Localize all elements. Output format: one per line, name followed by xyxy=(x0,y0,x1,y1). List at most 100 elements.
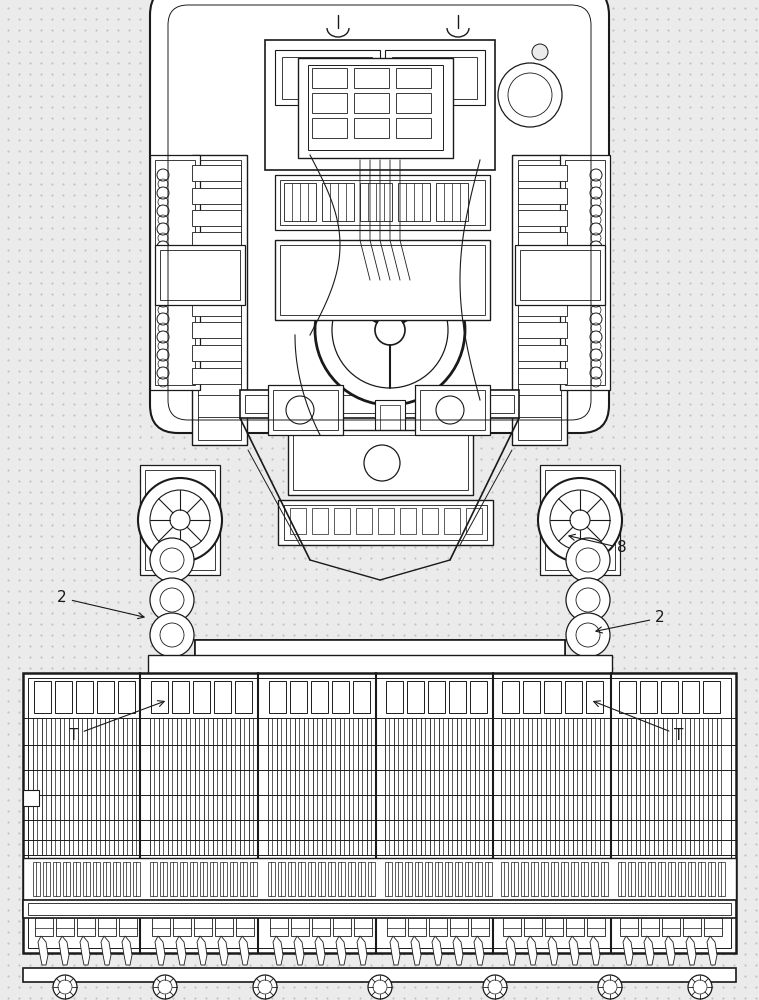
Bar xyxy=(450,918,468,936)
Circle shape xyxy=(157,277,169,289)
Bar xyxy=(518,232,567,248)
Bar xyxy=(192,155,247,445)
Bar xyxy=(515,245,605,305)
Bar xyxy=(23,673,736,953)
Bar xyxy=(571,862,578,896)
Circle shape xyxy=(170,510,190,530)
Circle shape xyxy=(138,478,222,562)
Bar xyxy=(53,862,60,896)
Circle shape xyxy=(150,538,194,582)
Bar xyxy=(561,862,568,896)
Bar xyxy=(353,681,370,713)
Polygon shape xyxy=(686,936,696,965)
Circle shape xyxy=(550,490,610,550)
Circle shape xyxy=(253,975,277,999)
Circle shape xyxy=(590,367,602,379)
Polygon shape xyxy=(548,936,558,965)
Polygon shape xyxy=(411,936,421,965)
Bar xyxy=(518,278,567,294)
Bar xyxy=(620,918,638,936)
Bar xyxy=(386,681,403,713)
Bar xyxy=(518,368,567,384)
Polygon shape xyxy=(623,936,633,965)
Bar xyxy=(688,862,695,896)
Bar xyxy=(155,245,245,305)
Circle shape xyxy=(150,490,210,550)
Bar xyxy=(28,903,731,915)
Polygon shape xyxy=(155,936,165,965)
FancyBboxPatch shape xyxy=(150,0,609,433)
Bar xyxy=(565,160,605,385)
Bar xyxy=(425,862,432,896)
Bar xyxy=(190,862,197,896)
Bar xyxy=(192,278,241,294)
Bar xyxy=(123,862,130,896)
Bar xyxy=(718,862,725,896)
Circle shape xyxy=(590,223,602,235)
Bar xyxy=(268,385,343,435)
Bar xyxy=(236,918,254,936)
Bar xyxy=(354,68,389,88)
Bar xyxy=(395,862,402,896)
Circle shape xyxy=(590,205,602,217)
Bar xyxy=(407,681,424,713)
Bar xyxy=(470,681,487,713)
Bar xyxy=(195,640,565,670)
Bar xyxy=(291,918,309,936)
Bar xyxy=(518,345,567,361)
Bar xyxy=(245,395,514,413)
Bar xyxy=(586,681,603,713)
Bar xyxy=(215,918,233,936)
Bar xyxy=(518,322,567,338)
Bar xyxy=(155,160,195,385)
Bar xyxy=(422,508,438,534)
Bar xyxy=(140,465,220,575)
Bar xyxy=(270,918,288,936)
Bar xyxy=(278,862,285,896)
Bar xyxy=(293,435,468,490)
Bar xyxy=(33,862,40,896)
Bar xyxy=(518,300,567,316)
Bar xyxy=(392,57,477,99)
Bar xyxy=(545,918,563,936)
Bar xyxy=(193,681,210,713)
Bar xyxy=(200,645,560,665)
Bar xyxy=(194,918,212,936)
Bar xyxy=(180,862,187,896)
Polygon shape xyxy=(644,936,654,965)
Bar xyxy=(540,465,620,575)
Bar xyxy=(23,790,39,806)
Polygon shape xyxy=(80,936,90,965)
Circle shape xyxy=(157,169,169,181)
Bar xyxy=(704,918,722,936)
Bar xyxy=(220,862,227,896)
Bar xyxy=(192,300,241,316)
Bar xyxy=(471,918,489,936)
Bar xyxy=(466,508,482,534)
Bar xyxy=(103,862,110,896)
Polygon shape xyxy=(390,936,400,965)
Bar xyxy=(275,175,490,230)
Polygon shape xyxy=(590,936,600,965)
Bar xyxy=(318,862,325,896)
Bar xyxy=(119,918,137,936)
Circle shape xyxy=(566,538,610,582)
Circle shape xyxy=(590,169,602,181)
Bar xyxy=(544,681,561,713)
Circle shape xyxy=(538,478,622,562)
Bar xyxy=(428,681,445,713)
Circle shape xyxy=(590,241,602,253)
Bar xyxy=(278,500,493,545)
Bar xyxy=(683,918,701,936)
Bar xyxy=(703,681,720,713)
Bar xyxy=(503,918,521,936)
Bar xyxy=(518,188,567,204)
Polygon shape xyxy=(432,936,442,965)
Bar xyxy=(173,918,191,936)
Bar xyxy=(73,862,80,896)
Bar xyxy=(170,862,177,896)
Bar xyxy=(63,862,70,896)
Bar xyxy=(113,862,120,896)
Circle shape xyxy=(157,259,169,271)
Bar xyxy=(280,180,485,225)
